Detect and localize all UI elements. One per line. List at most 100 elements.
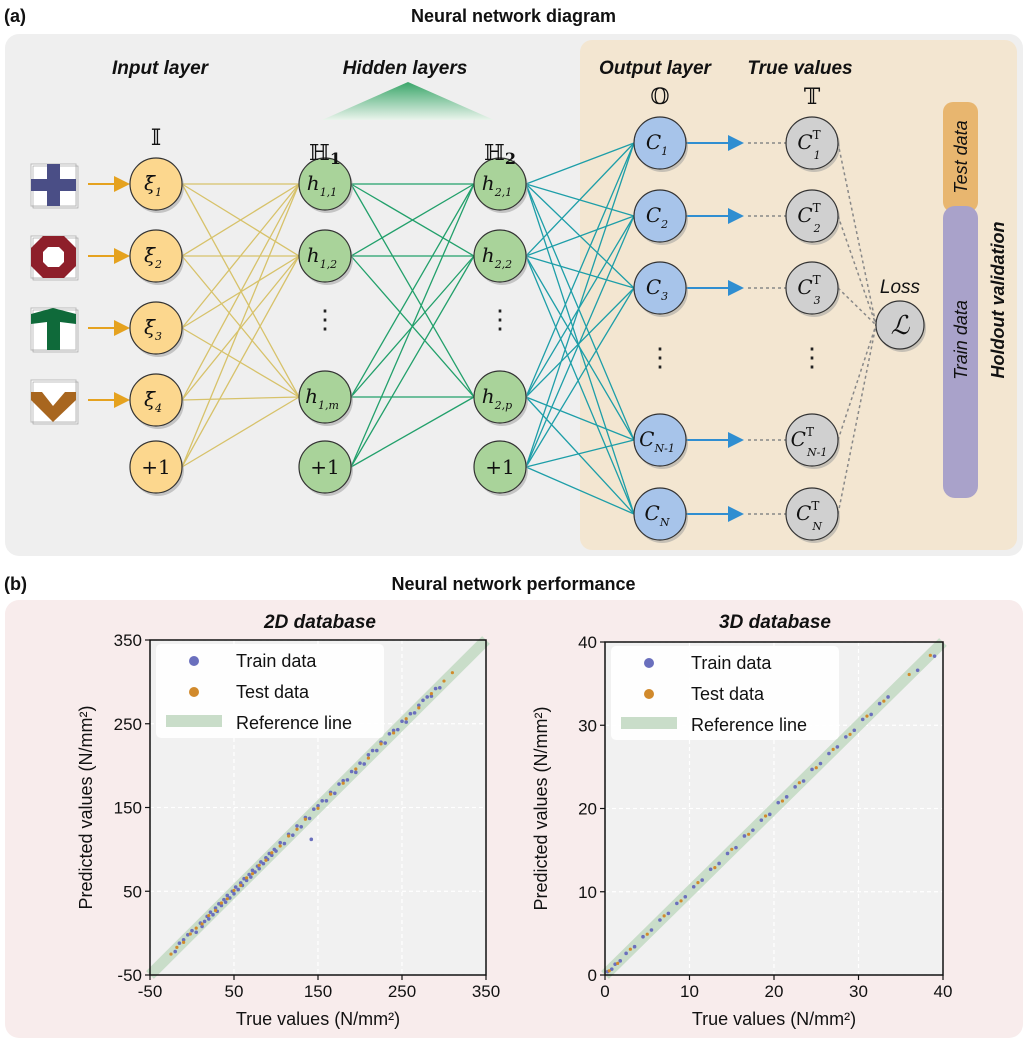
loss-node: ℒ xyxy=(875,300,926,352)
train-point xyxy=(219,903,224,908)
test-point xyxy=(645,932,649,936)
train-point xyxy=(613,962,617,966)
ellipsis: ⋮ xyxy=(487,304,513,334)
train-point xyxy=(186,933,190,937)
train-point xyxy=(852,728,857,733)
svg-text:+1: +1 xyxy=(485,455,514,479)
edge-hidden2-output xyxy=(525,142,635,398)
train-point xyxy=(641,934,645,939)
edge-hidden1-hidden2 xyxy=(350,183,475,468)
edge-input-hidden1 xyxy=(181,183,300,257)
true-loss-dotted-link xyxy=(837,142,877,326)
hidden1-node: h1,2 xyxy=(298,229,353,285)
input-node: ξ̄2 xyxy=(129,229,184,285)
train-point xyxy=(232,891,236,896)
test-point xyxy=(814,766,818,770)
train-point xyxy=(869,712,873,717)
hidden-layers-title: Hidden layers xyxy=(342,58,468,79)
test-point xyxy=(366,756,370,760)
edge-input-hidden1 xyxy=(181,183,300,401)
test-point xyxy=(232,888,236,893)
test-point xyxy=(831,747,835,751)
x-tick-label: 20 xyxy=(765,982,784,1001)
test-point xyxy=(928,653,932,657)
train-point xyxy=(333,791,337,796)
test-point xyxy=(295,827,299,831)
train-point xyxy=(767,812,772,817)
train-point xyxy=(190,928,194,933)
test-point xyxy=(200,922,204,926)
train-point xyxy=(915,668,920,673)
train-point xyxy=(412,711,417,715)
edge-hidden2-output xyxy=(525,396,635,515)
legend-train-marker xyxy=(189,656,199,666)
train-point xyxy=(618,959,623,963)
edge-input-hidden1 xyxy=(181,183,300,398)
chart-3d-title: 3D database xyxy=(719,612,831,633)
train-point xyxy=(717,861,721,866)
test-point xyxy=(865,714,869,718)
y-axis-label: Predicted values (N/mm²) xyxy=(76,705,96,909)
train-point xyxy=(438,685,442,690)
train-point xyxy=(228,896,232,900)
train-point xyxy=(666,911,671,916)
test-point xyxy=(182,940,186,944)
train-point xyxy=(291,833,295,837)
train-point xyxy=(433,686,438,691)
train-point xyxy=(341,778,346,783)
test-point xyxy=(780,799,785,803)
output-layer-symbol: 𝕆 xyxy=(650,85,669,110)
input-node: ξ̄1 xyxy=(129,157,184,213)
output-node: CN-1 xyxy=(633,413,688,469)
edge-hidden2-output xyxy=(525,215,635,257)
true-loss-dotted-link xyxy=(837,324,877,515)
train-point xyxy=(391,728,396,733)
train-point xyxy=(818,761,823,766)
y-tick-label: 40 xyxy=(578,633,597,652)
hidden-layers-triangle xyxy=(322,82,494,120)
svg-text:ℒ: ℒ xyxy=(891,311,911,341)
train-point xyxy=(708,867,713,872)
ellipsis: ⋮ xyxy=(799,342,825,372)
x-tick-label: 10 xyxy=(680,982,699,1001)
train-point xyxy=(404,720,409,724)
chart-2d: -50 50 150 250 350 -50 50 150 250 350 True values … xyxy=(76,631,500,1029)
edge-input-hidden1 xyxy=(181,183,300,468)
train-point xyxy=(742,834,747,838)
output-node: C3 xyxy=(633,261,688,317)
y-tick-label: 250 xyxy=(114,715,142,734)
train-point xyxy=(233,885,238,889)
train-point xyxy=(208,910,213,914)
train-point xyxy=(844,735,848,739)
x-tick-label: 0 xyxy=(600,982,609,1001)
train-point xyxy=(827,751,831,756)
y-tick-label: 20 xyxy=(578,800,597,819)
true-value-node: CT N-1 xyxy=(785,413,840,469)
train-point xyxy=(177,941,182,945)
train-point xyxy=(734,845,738,850)
true-value-node: CT 1 xyxy=(785,116,840,172)
y-tick-label: 350 xyxy=(114,631,142,650)
train-point xyxy=(793,785,797,789)
train-point xyxy=(257,866,262,871)
train-point xyxy=(337,782,341,786)
loss-label: Loss xyxy=(880,277,921,298)
x-tick-label: 250 xyxy=(388,982,416,1001)
edge-hidden2-output xyxy=(525,183,635,441)
legend-reference-marker xyxy=(166,715,222,727)
edge-hidden2-output xyxy=(525,255,635,441)
hidden1-layer-symbol: ℍ1 xyxy=(309,141,341,168)
train-point xyxy=(421,698,425,703)
train-point xyxy=(383,741,388,745)
test-point xyxy=(417,706,421,710)
train-point xyxy=(408,711,413,716)
train-point xyxy=(375,748,379,753)
y-tick-label: 30 xyxy=(578,716,597,735)
true-value-node: CT 3 xyxy=(785,261,840,317)
legend-label: Reference line xyxy=(691,715,807,735)
train-point xyxy=(649,928,654,932)
test-data-bar xyxy=(943,102,978,212)
edge-hidden1-hidden2 xyxy=(350,255,475,468)
train-point xyxy=(181,938,186,942)
true-value-node: CT N xyxy=(785,487,840,543)
